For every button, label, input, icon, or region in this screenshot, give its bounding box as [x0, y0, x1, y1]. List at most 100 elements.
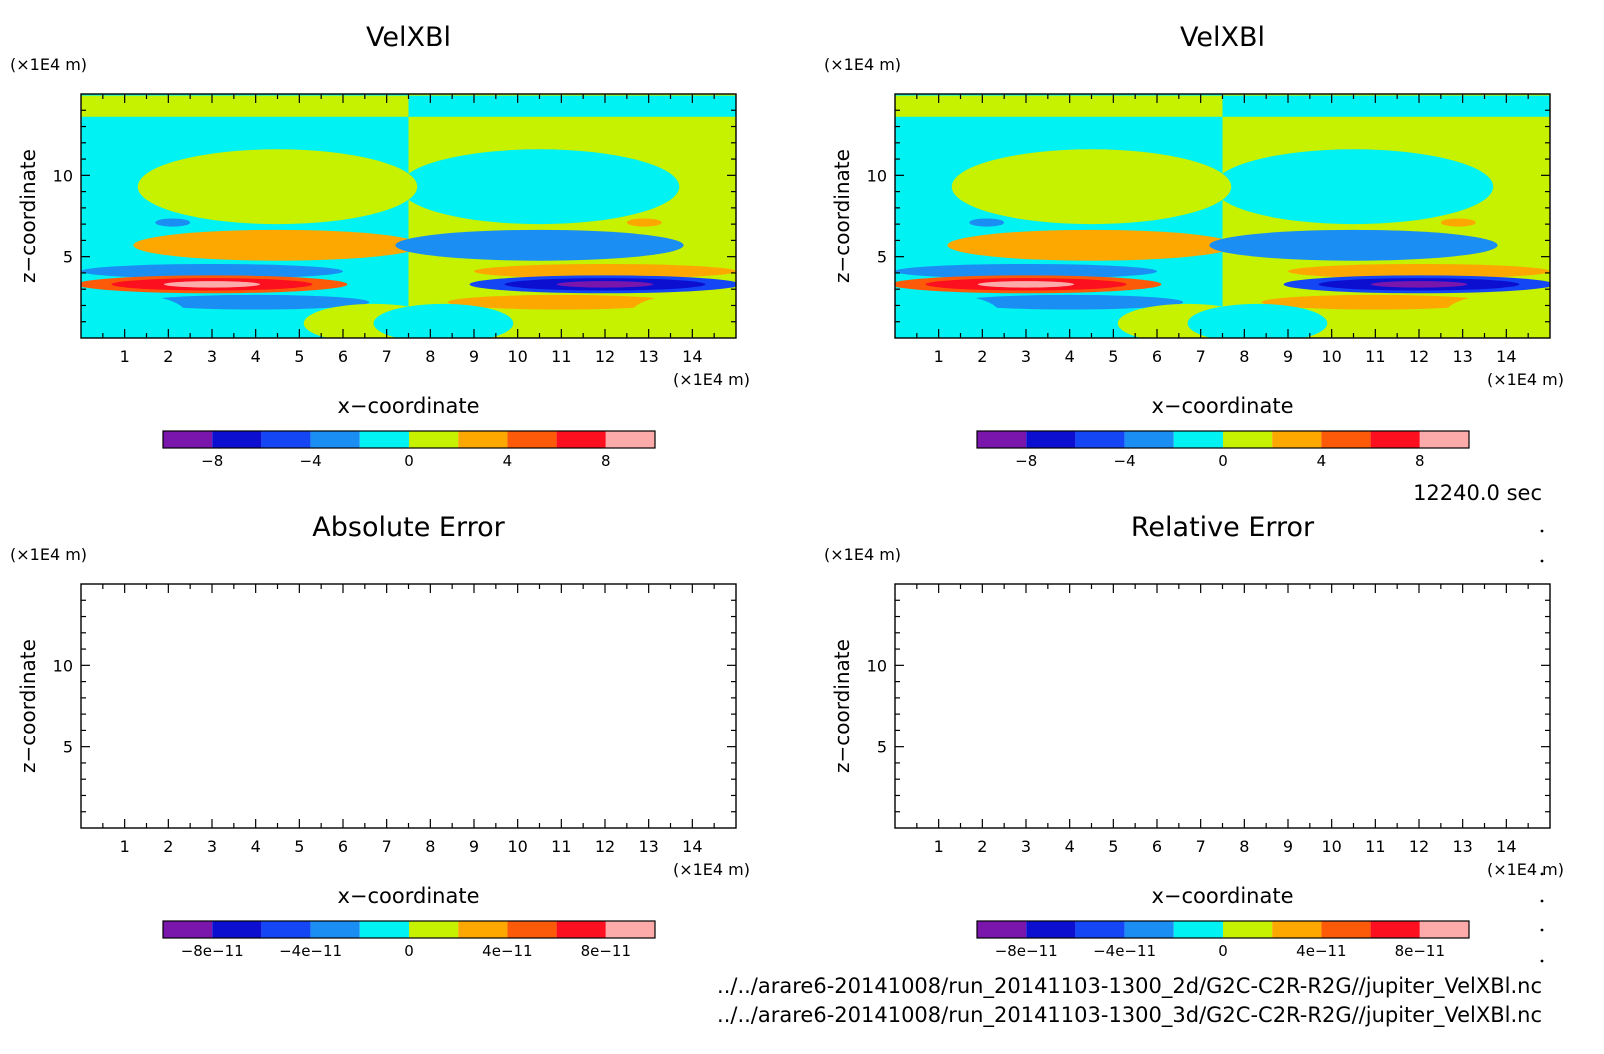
colorbar-swatch — [977, 921, 1027, 938]
y-tick-label: 10 — [53, 166, 73, 185]
colorbar-swatch — [310, 921, 360, 938]
x-tick-label: 5 — [294, 347, 304, 366]
plot-area — [81, 94, 736, 338]
y-unit-label: (×1E4 m) — [10, 55, 87, 74]
x-tick-label: 1 — [120, 347, 130, 366]
x-tick-label: 14 — [682, 347, 702, 366]
file-path-2: ../../arare6-20141008/run_20141103-1300_… — [717, 1003, 1542, 1028]
colorbar-frame — [976, 920, 1470, 939]
colorbar-swatch — [1223, 921, 1273, 938]
x-unit-label: (×1E4 m) — [673, 370, 750, 389]
y-unit-label: (×1E4 m) — [824, 545, 901, 564]
band-left — [895, 258, 1223, 265]
plot-area — [895, 584, 1550, 828]
colorbar-swatch — [1075, 431, 1125, 448]
x-tick-label: 2 — [977, 837, 987, 856]
x-unit-label: (×1E4 m) — [673, 860, 750, 879]
x-tick-label: 7 — [382, 837, 392, 856]
colorbar-tick-label: −4e−11 — [279, 942, 342, 960]
colorbar-swatch — [359, 431, 409, 448]
x-tick-label: 3 — [207, 347, 217, 366]
x-axis-label: x−coordinate — [1151, 394, 1293, 418]
contour-region — [81, 294, 186, 334]
colorbar-tick-label: 4e−11 — [482, 942, 532, 960]
tick-marks — [895, 94, 1550, 338]
x-tick-label: 9 — [1283, 837, 1293, 856]
contour-region — [1261, 294, 1489, 310]
plot-area — [895, 94, 1550, 338]
x-tick-label: 8 — [425, 347, 435, 366]
colorbar-swatch — [261, 921, 311, 938]
colorbar-swatch — [1419, 431, 1469, 448]
band-right — [1222, 116, 1550, 134]
y-axis-label: z−coordinate — [16, 639, 40, 773]
colorbar-tick-label: −4e−11 — [1093, 942, 1156, 960]
x-tick-label: 12 — [1409, 347, 1429, 366]
colorbar-swatch — [212, 431, 262, 448]
colorbar: −8e−11 −4e−11 0 4e−11 8e−11 — [162, 920, 656, 960]
contour-region — [1209, 229, 1498, 261]
colorbar-swatch — [1370, 431, 1420, 448]
stray-dots — [1540, 529, 1544, 963]
colorbar-frame — [976, 430, 1470, 449]
colorbar-tick-label: 0 — [1218, 452, 1228, 470]
x-tick-label: 8 — [1239, 837, 1249, 856]
colorbar: −8e−11 −4e−11 0 4e−11 8e−11 — [976, 920, 1470, 960]
x-tick-label: 4 — [1065, 347, 1075, 366]
x-tick-label: 5 — [1108, 837, 1118, 856]
tick-marks — [895, 584, 1550, 828]
tick-marks — [81, 584, 736, 828]
x-tick-label: 10 — [1321, 347, 1341, 366]
x-tick-label: 4 — [1065, 837, 1075, 856]
x-tick-label: 12 — [595, 837, 615, 856]
x-tick-label: 8 — [1239, 347, 1249, 366]
x-tick-label: 10 — [507, 837, 527, 856]
contour-region — [556, 281, 654, 288]
colorbar-swatch — [212, 921, 262, 938]
band-right — [1222, 95, 1550, 117]
colorbar-frame — [162, 430, 656, 449]
contour-region — [163, 281, 261, 288]
colorbar-swatch — [163, 921, 213, 938]
colorbar-tick-label: 8 — [1415, 452, 1425, 470]
tick-marks — [81, 94, 736, 338]
colorbar-swatch — [1173, 921, 1223, 938]
colorbar-swatch — [1272, 431, 1322, 448]
colorbar-swatch — [1124, 921, 1174, 938]
contour-region — [395, 229, 684, 261]
colorbar-swatch — [1026, 431, 1076, 448]
colorbar-swatch — [1321, 431, 1371, 448]
colorbar-swatch — [1075, 921, 1125, 938]
colorbar-frame — [162, 920, 656, 939]
x-tick-label: 9 — [469, 837, 479, 856]
x-axis-label: x−coordinate — [337, 884, 479, 908]
contour-region — [1440, 218, 1476, 227]
band-right — [408, 116, 736, 134]
contour-region — [977, 281, 1075, 288]
x-tick-label: 6 — [338, 347, 348, 366]
x-tick-label: 3 — [1021, 837, 1031, 856]
y-unit-label: (×1E4 m) — [824, 55, 901, 74]
x-tick-label: 4 — [251, 347, 261, 366]
colorbar-swatch — [261, 431, 311, 448]
x-axis-label: x−coordinate — [337, 394, 479, 418]
band-right — [408, 258, 736, 265]
colorbar-tick-label: 4 — [503, 452, 513, 470]
band-left — [895, 116, 1223, 134]
y-unit-label: (×1E4 m) — [10, 545, 87, 564]
colorbar-swatch — [1026, 921, 1076, 938]
colorbar-swatch — [458, 431, 508, 448]
x-tick-label: 13 — [1452, 347, 1472, 366]
y-tick-label: 10 — [867, 166, 887, 185]
y-axis-label: z−coordinate — [830, 149, 854, 283]
x-tick-label: 8 — [425, 837, 435, 856]
contour-region — [969, 218, 1005, 227]
chart-title: VelXBl — [1180, 22, 1265, 53]
field-empty — [895, 584, 1550, 828]
x-tick-label: 7 — [1196, 837, 1206, 856]
contour-region — [1445, 294, 1550, 334]
contour-region — [631, 294, 736, 334]
